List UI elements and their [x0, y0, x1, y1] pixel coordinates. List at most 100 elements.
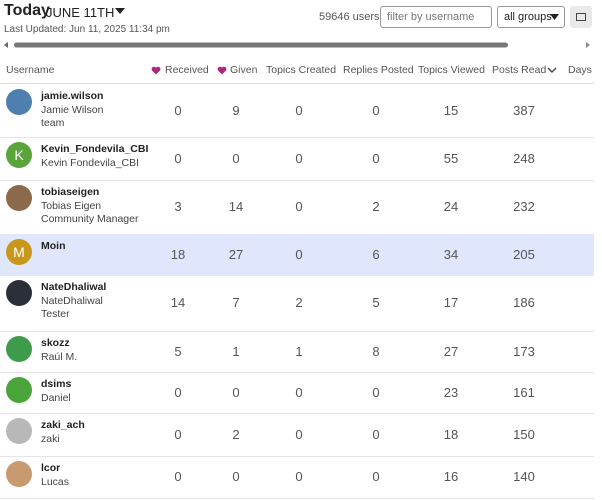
column-header: Username [6, 64, 55, 76]
username[interactable]: tobiaseigen [41, 186, 100, 198]
stat-value: 5 [372, 295, 380, 310]
heart-icon [217, 66, 227, 75]
full-name: zaki [41, 433, 60, 445]
stat-value: 18 [170, 246, 186, 262]
stat-value: 0 [295, 246, 303, 262]
user-title: Community Manager [41, 213, 139, 225]
stat-value: 0 [295, 102, 303, 118]
user-title: Tester [41, 308, 70, 320]
stat-value: 0 [232, 150, 240, 166]
username[interactable]: dsims [41, 378, 72, 390]
full-name: Tobias Eigen [41, 200, 102, 212]
stat-value: 0 [372, 384, 380, 400]
stat-value: 186 [513, 295, 535, 310]
avatar[interactable] [6, 185, 32, 211]
stat-value: 387 [513, 102, 535, 118]
stat-value: 27 [443, 343, 459, 359]
user-title: team [41, 117, 65, 129]
stat-value: 0 [372, 102, 380, 118]
period-date[interactable]: JUNE 11TH [46, 5, 115, 20]
select-caret [550, 14, 559, 20]
stat-value: 0 [174, 150, 182, 166]
user-row: skozz Raúl M. 5 1 1 8 27 173 [0, 331, 594, 373]
column-header[interactable]: Days [568, 64, 592, 76]
username[interactable]: zaki_ach [41, 419, 85, 431]
stat-value: 0 [372, 150, 380, 166]
avatar[interactable] [6, 280, 32, 306]
user-row: jamie.wilson Jamie Wilson team 0 9 0 0 15 387 [0, 84, 594, 138]
avatar[interactable] [6, 418, 32, 444]
username[interactable]: lcor [41, 462, 61, 474]
stat-value: 14 [170, 295, 186, 310]
stat-value: 0 [174, 384, 182, 400]
stat-value: 173 [513, 343, 535, 359]
column-header[interactable]: Topics Viewed [418, 64, 485, 76]
stat-value: 0 [295, 384, 303, 400]
user-row: tobiaseigen Tobias Eigen Community Manager… [0, 180, 594, 235]
export-icon [576, 13, 586, 21]
user-row: K Kevin_Fondevila_CBI Kevin Fondevila_CBI 0… [0, 137, 594, 181]
export-button[interactable] [570, 6, 592, 28]
caret[interactable] [114, 6, 126, 16]
column-header[interactable]: Posts Read [492, 64, 547, 76]
full-name: NateDhaliwal [41, 295, 103, 307]
stat-value: 8 [372, 343, 380, 359]
stat-value: 0 [174, 102, 182, 118]
avatar[interactable]: K [6, 142, 32, 168]
column-header[interactable]: Given [230, 64, 258, 76]
stat-value: 2 [232, 426, 240, 442]
stat-value: 248 [513, 150, 535, 166]
group-select[interactable]: all groups [497, 6, 565, 28]
username[interactable]: skozz [41, 337, 70, 349]
stat-value: 0 [372, 469, 380, 484]
period-title[interactable]: Today [4, 2, 50, 19]
group-label: all groups [504, 11, 552, 23]
heart-icon [151, 66, 161, 75]
column-header[interactable]: Topics Created [266, 64, 337, 76]
stat-value: 34 [443, 246, 459, 262]
avatar[interactable] [6, 377, 32, 403]
stat-value: 232 [513, 199, 535, 214]
header-divider [0, 83, 594, 84]
sort-indicator [547, 67, 557, 73]
username[interactable]: jamie.wilson [41, 90, 104, 102]
user-count: 59646 users [319, 11, 380, 23]
stat-value: 1 [295, 343, 303, 359]
stat-value: 205 [513, 246, 535, 262]
username[interactable]: Moin [41, 240, 66, 252]
scrollbar[interactable] [0, 38, 602, 52]
username[interactable]: Kevin_Fondevila_CBI [41, 143, 149, 155]
avatar[interactable] [6, 461, 32, 487]
stat-value: 0 [232, 469, 240, 484]
stat-value: 0 [295, 426, 303, 442]
user-row: dsims Daniel 0 0 0 0 23 161 [0, 372, 594, 414]
full-name: Daniel [41, 392, 71, 404]
stat-value: 2 [372, 199, 380, 214]
stat-value: 3 [174, 199, 182, 214]
stat-value: 9 [232, 102, 240, 118]
column-header[interactable]: Replies Posted [343, 64, 414, 76]
user-row: NateDhaliwal NateDhaliwal Tester 14 7 2 5 17 186 [0, 275, 594, 332]
username-filter[interactable]: filter by username [380, 6, 492, 28]
stat-value: 7 [232, 295, 240, 310]
full-name: Jamie Wilson [41, 104, 104, 116]
last-updated: Last Updated: Jun 11, 2025 11:34 pm [4, 24, 170, 35]
avatar[interactable] [6, 336, 32, 362]
column-header[interactable]: Received [165, 64, 209, 76]
stat-value: 16 [443, 469, 459, 484]
avatar[interactable] [6, 89, 32, 115]
stat-value: 0 [174, 426, 182, 442]
stat-value: 0 [295, 150, 303, 166]
avatar[interactable]: M [6, 239, 32, 265]
stat-value: 24 [443, 199, 459, 214]
user-row: lcor Lucas 0 0 0 0 16 140 [0, 456, 594, 499]
stat-value: 150 [513, 426, 535, 442]
stat-value: 14 [228, 199, 244, 214]
username[interactable]: NateDhaliwal [41, 281, 107, 293]
stat-value: 1 [232, 343, 240, 359]
stat-value: 0 [372, 426, 380, 442]
stat-value: 18 [443, 426, 459, 442]
user-row: M Moin 18 27 0 6 34 205 [0, 234, 594, 276]
stat-value: 23 [443, 384, 459, 400]
full-name: Kevin Fondevila_CBI [41, 157, 140, 169]
